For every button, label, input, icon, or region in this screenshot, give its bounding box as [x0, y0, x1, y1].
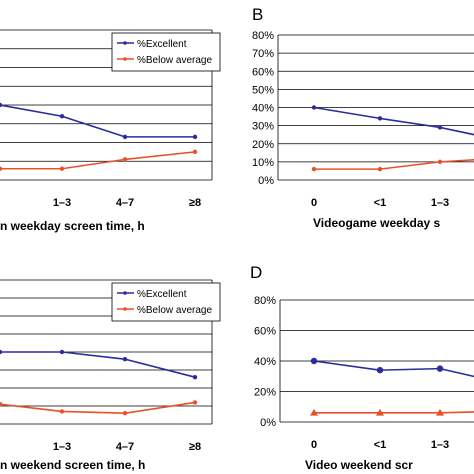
data-point-excellent: [436, 365, 444, 372]
data-point-below-average: [122, 411, 128, 416]
x-axis-label: Video weekend scr: [305, 458, 413, 472]
x-tick-label: <1: [374, 439, 387, 451]
data-point-excellent: [377, 116, 383, 121]
legend-marker: [123, 57, 127, 61]
data-point-excellent: [59, 114, 65, 119]
data-point-excellent: [437, 125, 443, 130]
data-point-excellent: [0, 349, 3, 355]
legend-label: %Excellent: [137, 289, 187, 300]
data-point-below-average: [437, 159, 443, 165]
data-point-excellent: [310, 357, 318, 365]
series-line-excellent: [0, 104, 195, 138]
legend-label: %Below average: [137, 305, 212, 316]
series-line-excellent: [0, 351, 196, 378]
y-tick-label: 50%: [252, 84, 274, 96]
y-tick-label: 80%: [252, 30, 274, 42]
legend-box: [111, 282, 221, 322]
legend-marker: [123, 291, 127, 295]
y-tick-label: 80%: [254, 295, 276, 307]
data-point-below-average: [377, 166, 383, 172]
series-line-below-average: [314, 159, 474, 170]
legend-marker: [123, 41, 127, 45]
data-point-excellent: [122, 134, 128, 140]
x-tick-label: 0: [311, 197, 317, 209]
data-point-excellent: [59, 349, 65, 355]
y-tick-label: 10%: [252, 157, 274, 169]
data-point-excellent: [311, 105, 317, 110]
x-tick-label: 4–7: [116, 197, 134, 209]
y-tick-label: 60%: [252, 66, 274, 78]
data-point-excellent: [122, 357, 128, 362]
y-tick-label: 20%: [252, 139, 274, 151]
y-tick-label: 30%: [252, 121, 274, 133]
data-point-excellent: [376, 366, 384, 374]
y-tick-label: 20%: [254, 387, 276, 399]
x-tick-label: ≥8: [189, 441, 201, 453]
series-line-below-average: [0, 401, 196, 415]
x-tick-label: 4–7: [116, 441, 134, 453]
x-axis-label: n weekday screen time, h: [0, 219, 145, 233]
series-line-below-average: [0, 151, 196, 170]
data-point-below-average: [0, 402, 3, 407]
panel-label-d: D: [250, 263, 262, 282]
x-tick-label: 1–3: [53, 441, 71, 453]
x-tick-label: 1–3: [431, 439, 449, 451]
y-tick-label: 40%: [252, 103, 274, 115]
data-point-excellent: [192, 375, 198, 380]
x-tick-label: ≥8: [189, 197, 201, 209]
y-tick-label: 0%: [258, 175, 274, 187]
series-line-excellent: [313, 106, 474, 136]
x-tick-label: 1–3: [431, 197, 449, 209]
legend-label: %Excellent: [137, 39, 187, 50]
y-tick-label: 60%: [254, 326, 276, 338]
y-tick-label: 40%: [254, 356, 276, 368]
data-point-below-average: [192, 400, 198, 405]
data-point-below-average: [59, 166, 65, 171]
legend-box: [111, 32, 221, 72]
series-line-excellent: [313, 360, 474, 378]
data-point-below-average: [59, 409, 65, 414]
data-point-below-average: [376, 408, 384, 416]
data-point-excellent: [192, 134, 198, 140]
data-point-below-average: [0, 166, 3, 171]
data-point-excellent: [0, 102, 3, 108]
x-axis-label: n weekend screen time, h: [0, 458, 145, 472]
data-point-below-average: [310, 408, 318, 416]
data-point-below-average: [192, 149, 198, 155]
legend-marker: [123, 307, 127, 311]
data-point-below-average: [436, 408, 444, 416]
y-tick-label: 70%: [252, 48, 274, 60]
x-tick-label: 1–3: [53, 197, 71, 209]
data-point-below-average: [122, 157, 128, 162]
y-tick-label: 0%: [260, 417, 276, 429]
panel-label-b: B: [252, 5, 263, 24]
x-tick-label: 0: [311, 439, 317, 451]
x-tick-label: <1: [374, 197, 387, 209]
x-axis-label: Videogame weekday s: [313, 216, 441, 230]
legend-label: %Below average: [137, 55, 212, 66]
series-line-below-average: [314, 411, 474, 414]
data-point-below-average: [311, 166, 317, 172]
